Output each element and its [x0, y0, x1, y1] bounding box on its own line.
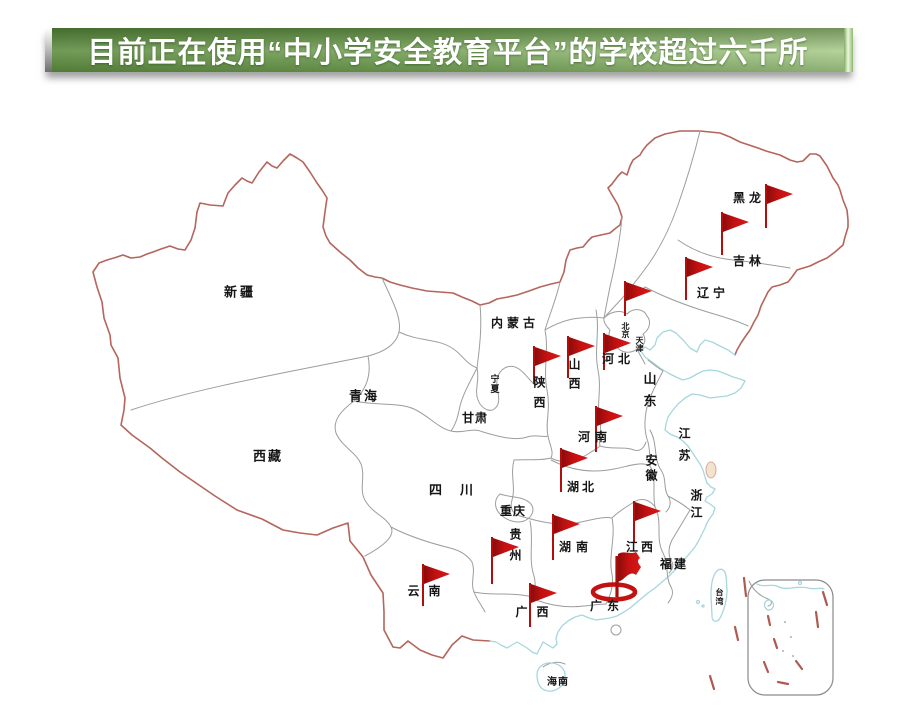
- label-tianjin: 天津: [635, 336, 644, 352]
- label-fujian: 福建: [659, 557, 689, 571]
- page-title: 目前正在使用“中小学安全教育平台”的学校超过六千所: [87, 37, 809, 69]
- label-jiangxi: 江西: [625, 540, 657, 554]
- flag-guangxi: [529, 583, 557, 627]
- flag-liaoning: [685, 257, 713, 300]
- banner-right-bevel: [844, 28, 853, 72]
- label-liaoning: 辽宁: [696, 286, 730, 300]
- flag-hebei: [603, 333, 631, 370]
- label-guangxi: 广西: [515, 605, 558, 619]
- coastline-path: [489, 329, 746, 655]
- national-border-path: [92, 130, 849, 659]
- banner-body: 目前正在使用“中小学安全教育平台”的学校超过六千所: [52, 28, 844, 72]
- flag-shanxi: [567, 336, 595, 378]
- label-ningxia: 宁夏: [489, 374, 500, 394]
- label-yunnan: 云南: [407, 584, 450, 598]
- label-hunan: 湖南: [558, 540, 594, 554]
- flag-guangdong: [590, 552, 641, 602]
- label-xinjiang: 新疆: [223, 284, 257, 300]
- flag-heilongjiang: [765, 184, 793, 228]
- label-shanxi: 山西: [567, 358, 581, 396]
- label-heilongjiang: 黑龙: [732, 191, 766, 205]
- label-anhui: 安徽: [644, 454, 658, 484]
- province-borders: [130, 130, 791, 668]
- shanghai-area: [705, 461, 717, 479]
- label-beijing: 北京: [621, 322, 630, 338]
- label-xizang: 西藏: [252, 448, 284, 464]
- flag-hubei: [560, 448, 588, 492]
- label-jilin: 吉林: [732, 254, 766, 268]
- label-taiwan: 台湾: [715, 588, 724, 606]
- flag-jiangxi: [633, 501, 661, 542]
- nine-dash-line: [708, 576, 829, 691]
- label-hebei: 河北: [601, 352, 635, 366]
- label-guangdong: 广东: [589, 599, 625, 613]
- hainan-island: [536, 662, 566, 692]
- title-banner: 目前正在使用“中小学安全教育平台”的学校超过六千所: [45, 28, 853, 72]
- small-islet: [695, 599, 701, 605]
- flag-guizhou: [491, 537, 519, 584]
- label-sichuan: 四川: [428, 482, 492, 498]
- small-islet: [701, 604, 705, 608]
- banner-left-bevel: [45, 28, 52, 72]
- label-henan: 河南: [577, 430, 613, 444]
- label-hubei: 湖北: [566, 480, 598, 494]
- label-qinghai: 青海: [348, 388, 380, 404]
- south-china-sea-inset: [747, 579, 834, 696]
- flag-jilin: [721, 212, 749, 255]
- flag-henan: [595, 406, 623, 452]
- label-guizhou: 贵州: [508, 528, 522, 570]
- flag-yunnan: [422, 564, 450, 606]
- label-chongqing: 重庆: [499, 504, 527, 518]
- flag-hunan: [552, 514, 580, 560]
- taiwan-island: [710, 568, 728, 622]
- label-hainan: 海南: [547, 677, 569, 688]
- label-neimenggu: 内蒙古: [490, 316, 540, 330]
- label-zhejiang: 浙江: [689, 489, 703, 523]
- label-shandong: 山东: [641, 372, 657, 416]
- flag-beijing: [624, 281, 652, 316]
- label-shaanxi: 陕西: [532, 376, 546, 416]
- label-jiangsu: 江苏: [677, 427, 691, 471]
- flag-shaanxi: [533, 346, 561, 384]
- label-gansu: 甘肃: [461, 411, 489, 425]
